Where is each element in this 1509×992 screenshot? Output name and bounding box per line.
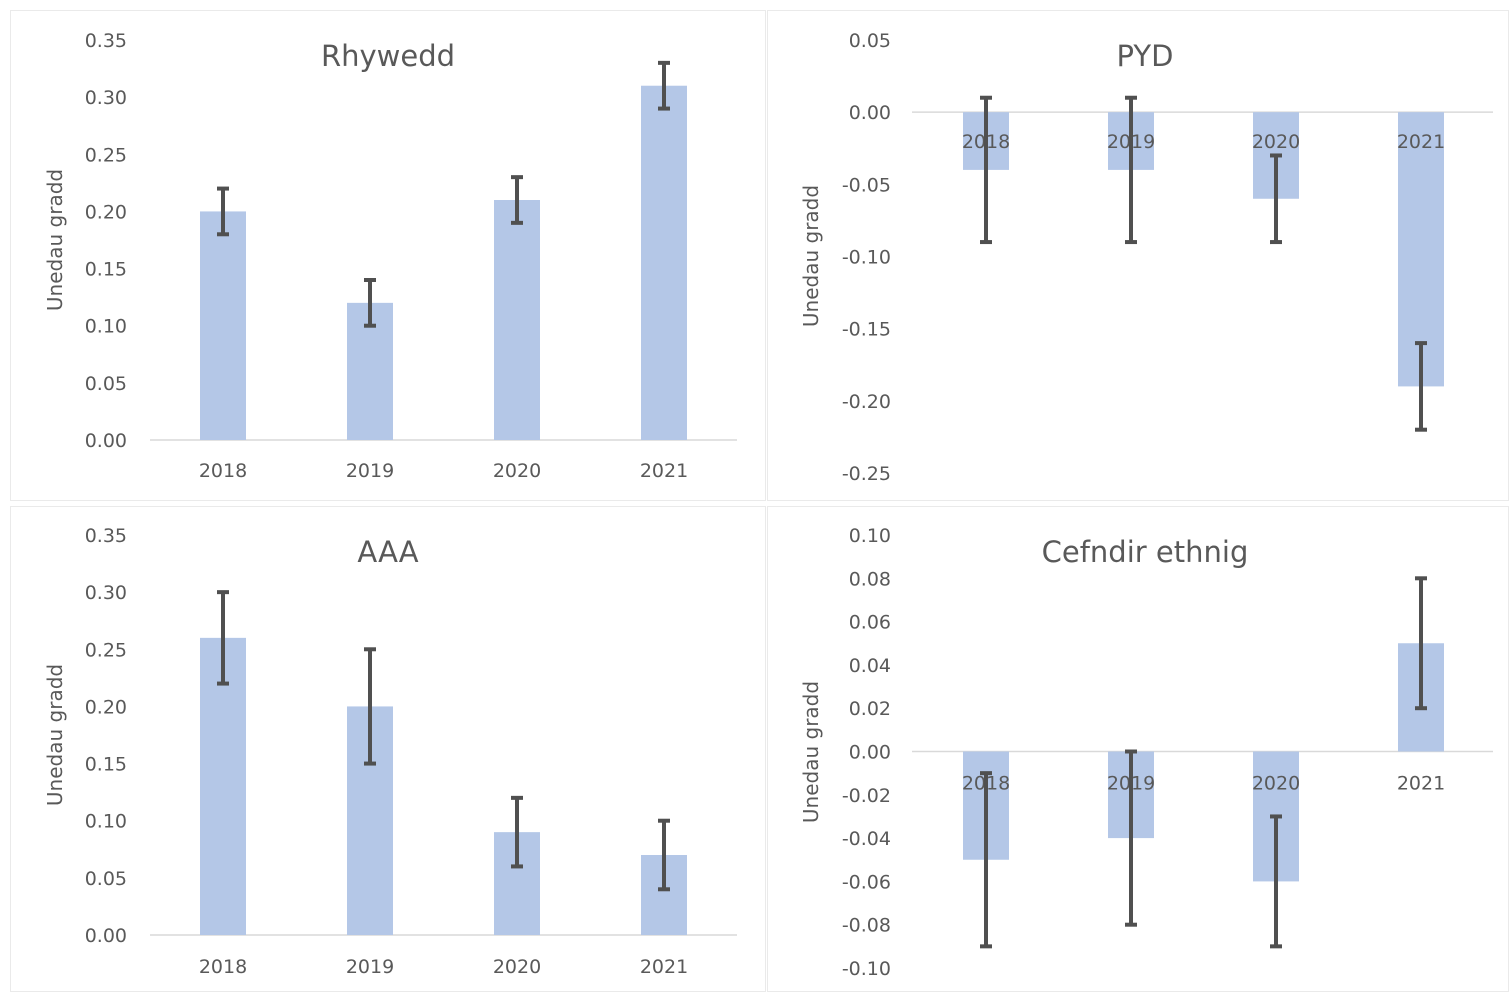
category-label: 2020 — [493, 956, 541, 978]
y-tick-label: 0.20 — [85, 696, 127, 718]
y-tick-label: 0.30 — [85, 87, 127, 109]
y-tick-label: -0.10 — [842, 958, 891, 980]
chart-title: AAA — [357, 535, 418, 569]
y-tick-label: 0.05 — [849, 30, 891, 52]
category-label: 2021 — [1397, 773, 1445, 795]
y-tick-label: 0.00 — [849, 742, 891, 764]
category-label: 2018 — [199, 460, 247, 482]
y-axis-label: Unedau gradd — [43, 664, 67, 806]
y-tick-label: 0.35 — [85, 525, 127, 547]
chart-panel-pyd — [767, 10, 1509, 501]
y-tick-label: 0.05 — [85, 868, 127, 890]
category-label: 2019 — [346, 956, 394, 978]
y-tick-label: 0.25 — [85, 639, 127, 661]
category-label: 2021 — [640, 956, 688, 978]
y-tick-label: 0.04 — [849, 655, 891, 677]
chart-panel-cefndir-ethnig — [767, 506, 1509, 992]
y-tick-label: 0.08 — [849, 568, 891, 590]
y-tick-label: 0.06 — [849, 612, 891, 634]
category-label: 2021 — [640, 460, 688, 482]
y-tick-label: 0.15 — [85, 259, 127, 281]
y-tick-label: 0.05 — [85, 373, 127, 395]
category-label: 2021 — [1397, 131, 1445, 153]
y-tick-label: 0.10 — [85, 316, 127, 338]
y-axis-label: Unedau gradd — [43, 169, 67, 311]
y-axis-label: Unedau gradd — [799, 185, 823, 327]
bar — [1398, 112, 1444, 387]
y-tick-label: 0.25 — [85, 144, 127, 166]
bar — [200, 211, 246, 440]
y-tick-label: 0.10 — [849, 525, 891, 547]
y-tick-label: -0.10 — [842, 247, 891, 269]
chart-title: Cefndir ethnig — [1042, 535, 1249, 569]
bar — [494, 200, 540, 440]
y-tick-label: 0.35 — [85, 30, 127, 52]
category-label: 2020 — [1252, 773, 1300, 795]
y-tick-label: 0.20 — [85, 201, 127, 223]
category-label: 2020 — [493, 460, 541, 482]
y-tick-label: -0.06 — [842, 871, 891, 893]
y-axis-label: Unedau gradd — [799, 681, 823, 823]
bar — [200, 637, 246, 935]
y-tick-label: 0.00 — [85, 430, 127, 452]
y-tick-label: 0.15 — [85, 754, 127, 776]
y-tick-label: -0.04 — [842, 828, 891, 850]
y-tick-label: -0.20 — [842, 391, 891, 413]
y-tick-label: 0.00 — [849, 102, 891, 124]
category-label: 2020 — [1252, 131, 1300, 153]
y-tick-label: -0.05 — [842, 174, 891, 196]
chart-title: Rhywedd — [321, 39, 455, 73]
y-tick-label: 0.02 — [849, 698, 891, 720]
category-label: 2019 — [346, 460, 394, 482]
category-label: 2018 — [199, 956, 247, 978]
y-tick-label: -0.08 — [842, 915, 891, 937]
y-tick-label: -0.15 — [842, 319, 891, 341]
chart-title: PYD — [1117, 39, 1174, 73]
y-tick-label: 0.10 — [85, 811, 127, 833]
y-tick-label: -0.02 — [842, 785, 891, 807]
y-tick-label: 0.30 — [85, 582, 127, 604]
y-tick-label: -0.25 — [842, 463, 891, 485]
y-tick-label: 0.00 — [85, 925, 127, 947]
bar — [641, 85, 687, 440]
